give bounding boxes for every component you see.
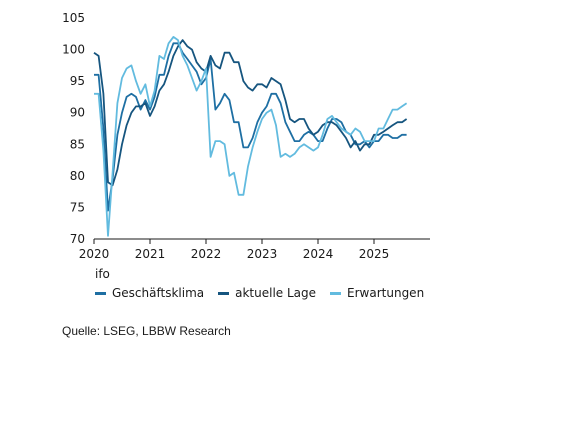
- series-line-2: [93, 39, 408, 187]
- x-tick-label: 2023: [247, 247, 278, 261]
- x-tick-label: 2024: [303, 247, 334, 261]
- series-line-3: [94, 36, 408, 237]
- y-tick-label: 95: [70, 74, 85, 88]
- x-tick-label: 2022: [191, 247, 222, 261]
- source-note: Quelle: LSEG, LBBW Research: [62, 324, 231, 338]
- legend-item: Geschäftsklima: [95, 286, 204, 300]
- legend-item: Erwartungen: [330, 286, 424, 300]
- y-tick-label: 70: [70, 232, 85, 246]
- x-axis-ticks: 2020 2021 2022 2023 2024 2025: [79, 239, 390, 261]
- y-tick-label: 105: [62, 11, 85, 25]
- y-tick-label: 100: [62, 43, 85, 57]
- legend-label: Erwartungen: [347, 286, 425, 300]
- legend-swatch: [330, 291, 342, 295]
- y-tick-label: 75: [70, 200, 85, 214]
- y-tick-label: 85: [70, 137, 85, 151]
- y-axis-ticks: 70 75 80 85 90 95 100 105: [62, 11, 85, 246]
- legend-item: aktuelle Lage: [218, 286, 316, 300]
- series-lines: [93, 36, 408, 237]
- legend-label: aktuelle Lage: [235, 286, 317, 300]
- legend-swatch: [218, 291, 230, 295]
- legend: Geschäftsklima aktuelle Lage Erwartungen: [95, 286, 438, 300]
- legend-title: ifo: [95, 267, 110, 281]
- x-tick-label: 2021: [135, 247, 166, 261]
- x-tick-label: 2020: [79, 247, 110, 261]
- legend-swatch: [95, 291, 106, 295]
- y-tick-label: 80: [70, 169, 85, 183]
- legend-label: Geschäftsklima: [112, 286, 205, 300]
- x-tick-label: 2025: [359, 247, 390, 261]
- series-line-1: [94, 42, 407, 212]
- y-tick-label: 90: [70, 106, 85, 120]
